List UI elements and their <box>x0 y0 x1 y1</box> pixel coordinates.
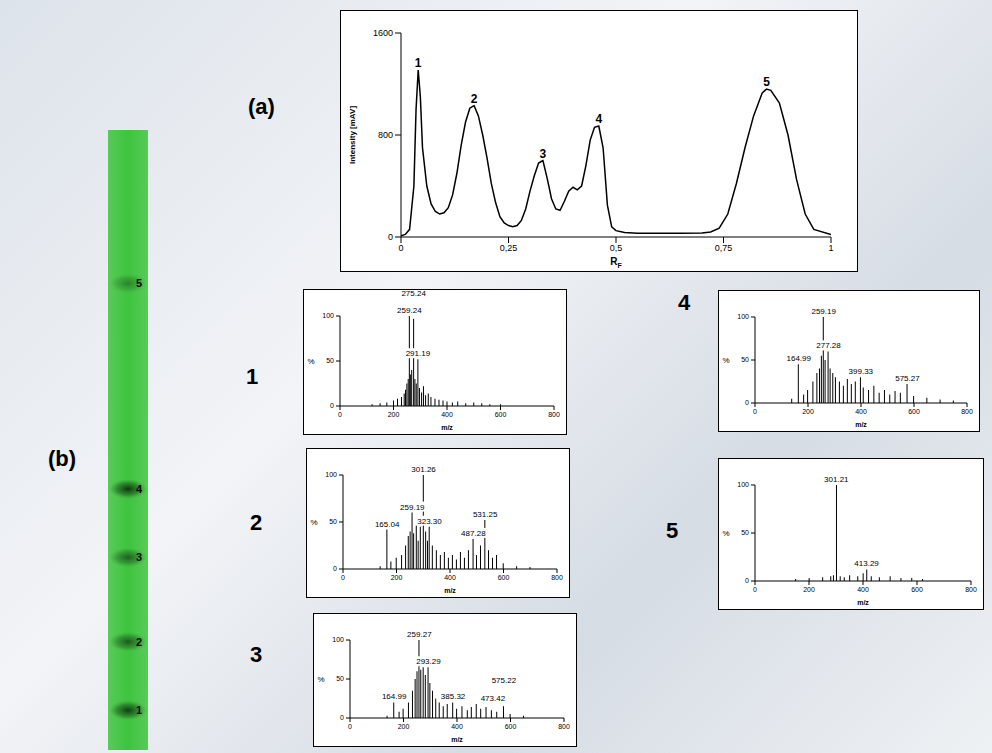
html-text:2: 2 <box>250 510 263 535</box>
svg-text:0: 0 <box>398 243 403 253</box>
svg-text:RF: RF <box>610 256 622 269</box>
svg-text:100: 100 <box>332 636 344 643</box>
svg-text:50: 50 <box>326 357 334 364</box>
html-text:4: 4 <box>678 290 691 315</box>
svg-text:100: 100 <box>322 312 334 319</box>
svg-text:3: 3 <box>136 551 142 563</box>
svg-text:600: 600 <box>505 723 517 730</box>
svg-text:164.99: 164.99 <box>382 692 407 701</box>
svg-text:487.28: 487.28 <box>461 529 486 538</box>
svg-text:1: 1 <box>828 243 833 253</box>
svg-text:m/z: m/z <box>857 599 869 606</box>
svg-text:400: 400 <box>451 723 463 730</box>
svg-text:4: 4 <box>595 112 602 126</box>
html-text:5: 5 <box>666 518 679 543</box>
svg-text:0: 0 <box>330 402 334 409</box>
svg-text:100: 100 <box>737 481 749 488</box>
svg-text:200: 200 <box>802 408 814 415</box>
svg-text:0: 0 <box>338 411 342 418</box>
svg-text:100: 100 <box>325 471 337 478</box>
svg-text:293.29: 293.29 <box>416 657 441 666</box>
svg-text:m/z: m/z <box>444 587 456 594</box>
svg-text:259.19: 259.19 <box>400 503 425 512</box>
svg-text:800: 800 <box>551 574 563 581</box>
svg-text:0: 0 <box>348 723 352 730</box>
svg-text:%: % <box>317 675 324 684</box>
svg-text:800: 800 <box>548 411 560 418</box>
svg-text:301.26: 301.26 <box>411 465 436 474</box>
svg-text:473.42: 473.42 <box>481 694 506 703</box>
svg-text:277.28: 277.28 <box>816 341 841 350</box>
svg-text:m/z: m/z <box>855 421 867 428</box>
svg-text:164.99: 164.99 <box>786 354 811 363</box>
svg-text:385.32: 385.32 <box>441 692 466 701</box>
svg-text:0: 0 <box>340 714 344 721</box>
svg-text:3: 3 <box>540 147 547 161</box>
svg-text:0: 0 <box>341 574 345 581</box>
svg-text:323.30: 323.30 <box>417 517 442 526</box>
svg-text:413.29: 413.29 <box>854 559 879 568</box>
svg-text:4: 4 <box>136 483 143 495</box>
svg-text:0: 0 <box>745 577 749 584</box>
svg-text:0: 0 <box>753 586 757 593</box>
svg-text:0,5: 0,5 <box>610 243 623 253</box>
svg-text:0: 0 <box>388 232 393 242</box>
svg-text:100: 100 <box>737 313 749 320</box>
svg-text:800: 800 <box>378 130 393 140</box>
svg-text:400: 400 <box>855 408 867 415</box>
svg-text:0: 0 <box>745 399 749 406</box>
svg-text:0,75: 0,75 <box>715 243 733 253</box>
svg-text:275.24: 275.24 <box>401 290 426 298</box>
svg-text:800: 800 <box>558 723 570 730</box>
svg-text:0: 0 <box>333 565 337 572</box>
svg-text:1: 1 <box>415 56 422 70</box>
svg-text:291.19: 291.19 <box>406 349 431 358</box>
svg-text:399.33: 399.33 <box>849 367 874 376</box>
svg-text:%: % <box>722 529 729 538</box>
svg-text:600: 600 <box>911 586 923 593</box>
svg-text:259.24: 259.24 <box>397 306 422 315</box>
svg-text:600: 600 <box>495 411 507 418</box>
svg-text:259.27: 259.27 <box>407 630 432 639</box>
svg-text:m/z: m/z <box>441 424 453 431</box>
html-text:(a): (a) <box>248 94 275 119</box>
svg-text:0: 0 <box>753 408 757 415</box>
svg-text:2: 2 <box>136 636 142 648</box>
svg-text:50: 50 <box>329 518 337 525</box>
svg-text:50: 50 <box>741 529 749 536</box>
svg-text:2: 2 <box>471 92 478 106</box>
svg-text:575.27: 575.27 <box>895 374 920 383</box>
svg-text:400: 400 <box>444 574 456 581</box>
svg-text:575.22: 575.22 <box>492 676 517 685</box>
svg-text:m/z: m/z <box>451 736 463 743</box>
svg-text:200: 200 <box>398 723 410 730</box>
svg-text:800: 800 <box>961 408 973 415</box>
svg-text:200: 200 <box>803 586 815 593</box>
svg-text:1: 1 <box>136 704 142 716</box>
svg-text:1600: 1600 <box>373 28 393 38</box>
svg-text:400: 400 <box>857 586 869 593</box>
html-text:(b): (b) <box>48 446 77 471</box>
svg-text:165.04: 165.04 <box>375 520 400 529</box>
svg-text:400: 400 <box>441 411 453 418</box>
svg-text:%: % <box>310 518 317 527</box>
svg-text:%: % <box>307 357 314 366</box>
svg-text:5: 5 <box>136 277 142 289</box>
html-text:3: 3 <box>250 642 263 667</box>
svg-text:%: % <box>722 356 729 365</box>
svg-text:50: 50 <box>741 356 749 363</box>
svg-text:50: 50 <box>336 675 344 682</box>
svg-text:0,25: 0,25 <box>500 243 518 253</box>
svg-text:600: 600 <box>908 408 920 415</box>
svg-text:Intensity [mAV]: Intensity [mAV] <box>348 106 357 164</box>
svg-text:200: 200 <box>391 574 403 581</box>
svg-text:301.21: 301.21 <box>824 475 849 484</box>
svg-text:800: 800 <box>965 586 977 593</box>
svg-text:5: 5 <box>763 75 770 89</box>
svg-text:531.25: 531.25 <box>473 510 498 519</box>
svg-text:200: 200 <box>388 411 400 418</box>
html-text:1: 1 <box>246 364 259 389</box>
svg-text:600: 600 <box>498 574 510 581</box>
svg-text:259.19: 259.19 <box>811 307 836 316</box>
